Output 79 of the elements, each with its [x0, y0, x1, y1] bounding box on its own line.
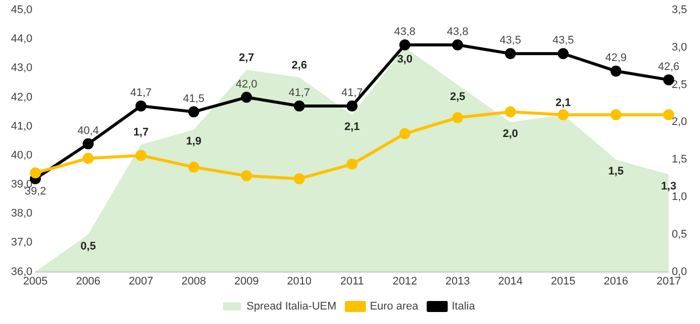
x-tick-label: 2016 — [604, 275, 628, 288]
y2-tick-label: 1,0 — [672, 191, 688, 204]
point — [399, 128, 410, 140]
x-tick-label: 2011 — [340, 275, 364, 288]
point — [558, 48, 569, 60]
point — [188, 106, 200, 118]
y-tick-label: 45,0 — [10, 4, 32, 16]
point — [135, 150, 146, 161]
data-label: 1,5 — [608, 166, 624, 178]
y2-tick-label: 3,0 — [672, 41, 688, 54]
data-label: 43,5 — [552, 34, 574, 47]
point — [82, 138, 94, 150]
point — [294, 173, 305, 184]
data-label: 2,1 — [344, 120, 360, 133]
x-tick-label: 2009 — [234, 275, 259, 288]
data-label: 41,7 — [288, 87, 310, 100]
data-label: 2,0 — [502, 128, 518, 140]
data-label: 42,9 — [605, 52, 627, 64]
point — [294, 100, 305, 112]
point — [188, 162, 200, 173]
y2-tick-label: 1,5 — [672, 154, 688, 166]
x-tick-label: 2017 — [656, 275, 681, 288]
point — [346, 158, 358, 170]
point — [504, 106, 516, 118]
point — [346, 100, 358, 112]
y-tick-label: 40,0 — [10, 149, 32, 162]
point — [610, 109, 622, 120]
data-label: 40,4 — [77, 124, 99, 137]
x-tick-label: 2008 — [181, 275, 206, 288]
data-label: 41,7 — [130, 87, 152, 100]
x-tick-label: 2012 — [392, 275, 418, 288]
x-tick-label: 2005 — [23, 275, 48, 288]
data-label: 42,6 — [658, 60, 680, 73]
x-tick-label: 2015 — [550, 275, 576, 288]
data-label: 0,5 — [80, 240, 96, 252]
point — [504, 48, 516, 60]
x-tick-label: 2007 — [128, 275, 154, 288]
y-tick-label: 43,0 — [10, 62, 32, 74]
data-label: 3,0 — [397, 53, 412, 66]
y2-tick-label: 0,5 — [672, 228, 688, 240]
legend-label: Euro area — [370, 300, 420, 313]
point — [241, 170, 252, 182]
point — [610, 66, 622, 77]
data-label: 1,7 — [133, 126, 149, 139]
legend-label: Italia — [452, 300, 476, 313]
point — [135, 100, 146, 112]
y-tick-label: 42,0 — [10, 91, 32, 104]
point — [452, 39, 464, 50]
y2-tick-label: 3,5 — [672, 4, 688, 16]
data-label: 1,9 — [186, 136, 202, 148]
x-tick-label: 2010 — [287, 275, 312, 288]
data-label: 2,7 — [238, 52, 254, 64]
point — [399, 39, 410, 50]
y2-tick-label: 2,0 — [672, 116, 688, 128]
data-label: 43,5 — [500, 34, 522, 47]
data-label: 43,8 — [394, 26, 416, 38]
x-tick-label: 2006 — [76, 275, 100, 288]
x-tick-label: 2014 — [498, 275, 523, 288]
point — [82, 152, 94, 164]
y2-tick-label: 0,0 — [672, 266, 688, 278]
data-label: 41,7 — [341, 87, 363, 100]
point — [241, 92, 252, 103]
legend-label: Spread Italia-UEM — [246, 300, 336, 313]
data-label: 41,5 — [183, 92, 204, 105]
y-tick-label: 37,0 — [10, 236, 32, 249]
data-label: 2,6 — [292, 59, 307, 72]
y-tick-label: 36,0 — [10, 266, 32, 278]
y-tick-label: 44,0 — [10, 33, 32, 46]
data-label: 43,8 — [446, 26, 468, 38]
data-label: 2,5 — [450, 90, 466, 103]
data-label: 2,1 — [556, 96, 571, 109]
point — [30, 167, 41, 178]
point — [558, 109, 569, 120]
data-label: 42,0 — [236, 78, 258, 90]
y-tick-label: 38,0 — [10, 208, 32, 220]
y-tick-label: 41,0 — [10, 120, 32, 132]
point — [452, 112, 464, 124]
data-label: 1,3 — [661, 180, 676, 193]
x-tick-label: 2013 — [445, 275, 470, 288]
